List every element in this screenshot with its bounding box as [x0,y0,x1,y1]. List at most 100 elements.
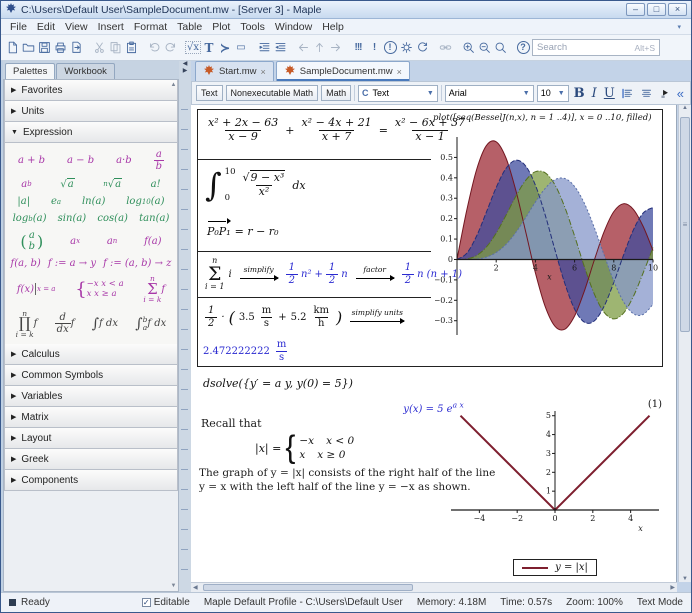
panel-splitter[interactable]: ◀ ▶ [179,61,191,592]
palette-item-1[interactable]: a − b [67,155,95,166]
help-icon[interactable]: ? [515,38,531,58]
outdent-icon[interactable] [272,38,288,58]
close-tab-icon[interactable]: × [260,66,266,77]
copy-icon[interactable] [107,38,123,58]
insert-prompt-icon[interactable]: ≻ [219,40,231,55]
indent-icon[interactable] [256,38,272,58]
menu-item-window[interactable]: Window [274,20,313,33]
palette-item-29[interactable]: ∫ b a f dx [135,314,167,333]
math-mode-button[interactable]: Math [321,85,352,101]
section-units[interactable]: ▶ Units [4,101,178,122]
scroll-down-icon[interactable]: ▼ [682,576,688,582]
section-marker-icon[interactable] [658,83,674,103]
collapse-toolbar-icon[interactable]: « [676,85,685,101]
expand-right-icon[interactable]: ▶ [182,68,188,74]
scroll-up-icon[interactable]: ▲ [170,82,177,88]
new-document-icon[interactable] [4,38,20,58]
palette-item-13[interactable]: sin(a) [57,213,87,224]
section-common-symbols[interactable]: ▶ Common Symbols [4,365,178,386]
palette-item-10[interactable]: ln(a) [81,196,106,207]
palette-tab-palettes[interactable]: Palettes [5,63,56,79]
up-icon[interactable] [311,38,327,58]
section-layout[interactable]: ▶ Layout [4,428,178,449]
print-icon[interactable] [52,38,68,58]
underline-button[interactable]: U [603,85,615,101]
horizontal-scrollbar[interactable]: ◀ ▶ [191,582,677,592]
section-favorites[interactable]: ▶ Favorites [4,80,178,101]
bold-button[interactable]: B [573,85,585,101]
palette-item-21[interactable]: f := a → y [47,258,96,269]
collapse-left-icon[interactable]: ◀ [182,61,188,67]
back-icon[interactable] [295,38,311,58]
document-tab-start-mw[interactable]: Start.mw × [195,61,274,81]
menu-item-table[interactable]: Table [177,20,203,33]
palette-item-22[interactable]: f := (a, b) → z [103,258,172,269]
plot-command[interactable]: plot([seq(BesselJ(n,x), n = 1 ..4)], x =… [433,113,652,123]
palette-item-11[interactable]: log 10 (a) [126,196,165,207]
menu-item-tools[interactable]: Tools [240,20,265,33]
font-family-select[interactable]: Arial ▼ [444,84,534,102]
section-greek[interactable]: ▶ Greek [4,449,178,470]
paragraph-style-select[interactable]: C Text ▼ [358,84,438,102]
scrollbar-thumb[interactable]: ≡ [680,117,690,332]
palette-item-14[interactable]: cos(a) [97,213,128,224]
scroll-left-icon[interactable]: ◀ [193,585,198,591]
section-variables[interactable]: ▶ Variables [4,386,178,407]
palette-item-5[interactable]: √ a [60,178,75,190]
menu-item-file[interactable]: File [10,20,27,33]
nonexecutable-math-button[interactable]: Nonexecutable Math [225,85,319,101]
expression-integral[interactable]: ∫ 10 0 √9 − x³ x² dx [205,165,306,204]
restart-icon[interactable] [414,38,430,58]
sign-in-button[interactable]: ▾ [674,23,687,31]
dsolve-input[interactable]: dsolve({y′ = a y, y(0) = 5}) [203,377,353,390]
palette-item-23[interactable]: f(x) x = a [16,283,56,296]
vertical-scrollbar[interactable]: ▲ ▼ ≡ [678,105,691,582]
section-matrix[interactable]: ▶ Matrix [4,407,178,428]
palette-item-0[interactable]: a + b [17,155,46,166]
align-justify-icon[interactable] [639,83,655,103]
editable-toggle[interactable]: ✓ Editable [141,597,190,608]
section-expression[interactable]: ▼ Expression [4,122,178,143]
title-bar[interactable]: C:\Users\Default User\SampleDocument.mw … [1,1,691,19]
palette-item-15[interactable]: tan(a) [139,213,170,224]
maximize-button[interactable]: □ [647,3,666,16]
insert-section-icon[interactable]: ▭ [236,42,246,53]
close-button[interactable]: × [668,3,687,16]
section-calculus[interactable]: ▶ Calculus [4,344,178,365]
palette-item-2[interactable]: a·b [116,155,132,166]
insert-text-icon[interactable]: T [204,40,214,55]
expression-vector[interactable]: P₀P₁ = r − r₀ [207,218,278,238]
document-tab-sampledocument-mw[interactable]: SampleDocument.mw × [275,61,410,81]
font-size-select[interactable]: 10 ▼ [536,84,569,102]
paste-icon[interactable] [123,38,139,58]
menu-item-insert[interactable]: Insert [97,20,124,33]
palette-item-8[interactable]: |a| [17,196,31,207]
abs-plot[interactable]: −4 −2 0 2 4 1 2 3 4 5 x [443,405,667,557]
palette-scrollbar[interactable]: ▲ ▼ [169,80,178,591]
menu-item-edit[interactable]: Edit [36,20,56,33]
palette-item-27[interactable]: d dx f [54,312,75,336]
italic-button[interactable]: I [591,85,597,101]
save-icon[interactable] [36,38,52,58]
scroll-right-icon[interactable]: ▶ [670,585,675,591]
palette-item-19[interactable]: f(a) [144,235,162,247]
align-left-icon[interactable] [620,83,636,103]
close-tab-icon[interactable]: × [396,66,402,77]
expression-rational-identity[interactable]: x² + 2x − 63 x − 9 + x² − 4x + 21 x + 7 = … [208,116,466,143]
minimize-button[interactable]: – [626,3,645,16]
scroll-down-icon[interactable]: ▼ [170,583,177,589]
text-mode-button[interactable]: Text [196,85,223,101]
palette-item-7[interactable]: a! [150,178,161,190]
forward-icon[interactable] [327,38,343,58]
undo-icon[interactable] [146,38,162,58]
palette-item-28[interactable]: ∫ f dx [91,315,118,332]
stop-icon[interactable]: ! [382,38,398,58]
